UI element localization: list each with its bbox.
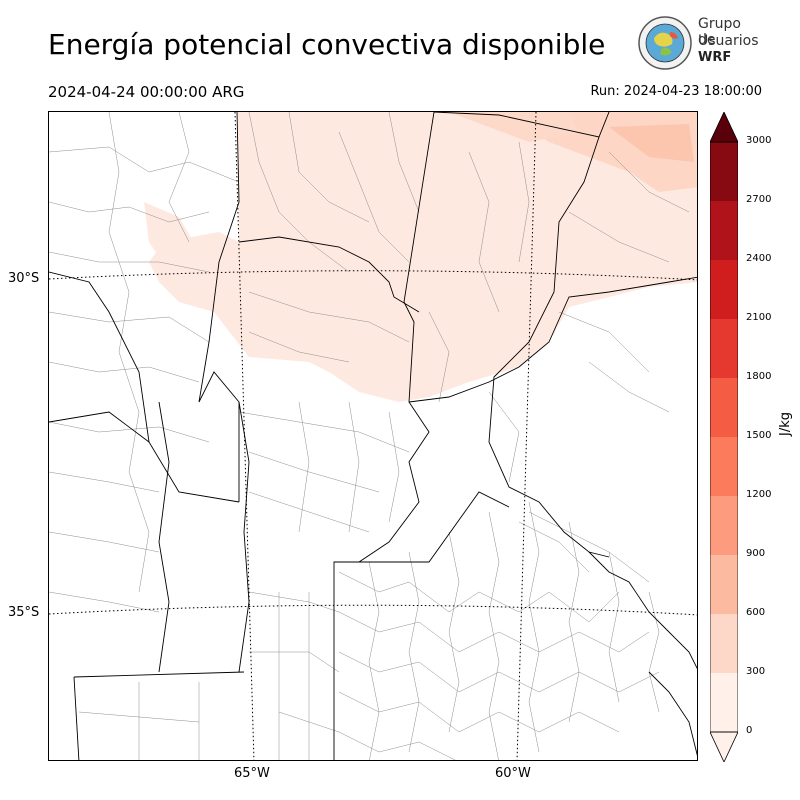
colorbar-tick-label: 1800	[746, 371, 772, 382]
map-canvas	[49, 112, 697, 760]
cape-field	[144, 112, 697, 402]
colorbar-band	[710, 555, 738, 614]
page-title: Energía potencial convectiva disponible	[48, 28, 606, 61]
department-lines	[49, 112, 690, 760]
globe-icon	[638, 16, 692, 70]
colorbar-tick-label: 2400	[746, 253, 772, 264]
colorbar-band	[710, 437, 738, 496]
colorbar-band	[710, 496, 738, 555]
colorbar-band	[710, 614, 738, 673]
map-area	[48, 111, 698, 761]
colorbar-unit-label: J/kg	[778, 412, 793, 436]
colorbar-tick-label: 900	[746, 548, 766, 559]
colorbar-band	[710, 378, 738, 437]
logo-text-line1: Grupo de	[698, 16, 741, 48]
colorbar-tick-label: 3000	[746, 135, 772, 146]
colorbar-band	[710, 319, 738, 378]
colorbar-tick-label: 1200	[746, 489, 772, 500]
colorbar-band	[710, 260, 738, 319]
lat-label-35s: 35°S	[8, 605, 40, 620]
colorbar-extend-min	[710, 731, 738, 762]
coastline	[588, 551, 697, 756]
logo-text-line2: Usuarios	[698, 33, 759, 49]
colorbar-band	[710, 201, 738, 260]
colorbar-band	[710, 142, 738, 201]
graticule	[49, 112, 697, 760]
colorbar-tick-label: 600	[746, 607, 766, 618]
province-borders	[49, 112, 697, 760]
colorbar	[710, 112, 738, 762]
colorbar-band	[710, 673, 738, 732]
lon-label-60w: 60°W	[495, 766, 531, 781]
buenos-aires-partidos	[338, 501, 660, 760]
colorbar-tick-label: 2100	[746, 312, 772, 323]
lat-label-30s: 30°S	[8, 271, 40, 286]
colorbar-tick-label: 1500	[746, 430, 772, 441]
logo-text-line3: WRF	[698, 50, 732, 65]
colorbar-tick-label: 2700	[746, 194, 772, 205]
colorbar-tick-label: 300	[746, 666, 766, 677]
group-logo: Grupo de Usuarios WRF	[636, 14, 760, 72]
colorbar-tick-label: 0	[746, 725, 753, 736]
valid-time-label: 2024-04-24 00:00:00 ARG	[48, 83, 245, 101]
run-time-label: Run: 2024-04-23 18:00:00	[590, 84, 762, 99]
lon-label-65w: 65°W	[234, 766, 270, 781]
colorbar-extend-max	[710, 112, 738, 143]
